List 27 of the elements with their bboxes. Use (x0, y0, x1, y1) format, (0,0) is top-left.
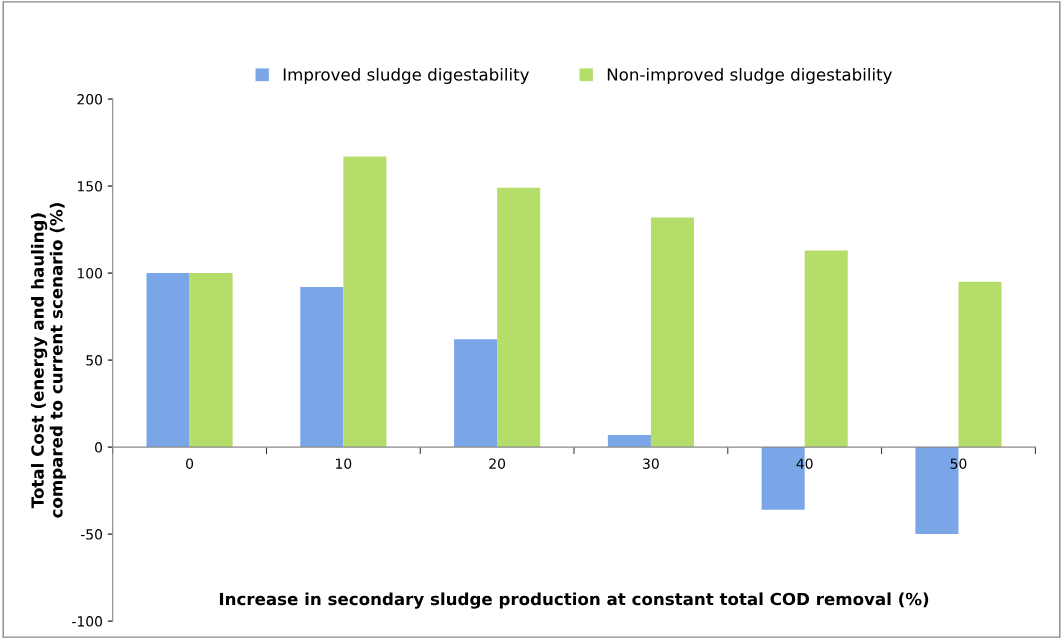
bar (189, 273, 233, 448)
y-tick-label: 200 (77, 94, 103, 105)
bar (300, 286, 344, 448)
x-tick-label: 40 (796, 458, 813, 469)
bar (650, 217, 694, 448)
bar (607, 434, 651, 448)
bar (454, 339, 498, 448)
bar (497, 187, 541, 448)
x-tick-label: 10 (336, 458, 352, 469)
bar (146, 273, 190, 448)
y-tick-label: 100 (77, 268, 103, 279)
y-tick-label: 50 (86, 355, 103, 366)
bar (343, 156, 387, 448)
y-tick-label: -100 (72, 616, 103, 627)
bar (958, 281, 1002, 448)
y-tick-label: -50 (80, 529, 103, 540)
x-tick-label: 50 (950, 458, 967, 469)
x-tick-label: 0 (186, 458, 194, 469)
y-tick-label: 0 (95, 442, 103, 453)
bar (804, 250, 848, 448)
y-axis-title: Total Cost (energy and hauling) compared to current scenario (%) (30, 203, 66, 518)
x-axis-title: Increase in secondary sludge production at constant total COD removal (%) (219, 592, 929, 609)
legend-label: Non-improved sludge digestability (607, 67, 892, 85)
legend-label: Improved sludge digestability (283, 67, 530, 85)
y-tick-label: 150 (77, 181, 103, 192)
x-tick-label: 30 (643, 458, 659, 469)
x-tick-label: 20 (489, 458, 506, 469)
